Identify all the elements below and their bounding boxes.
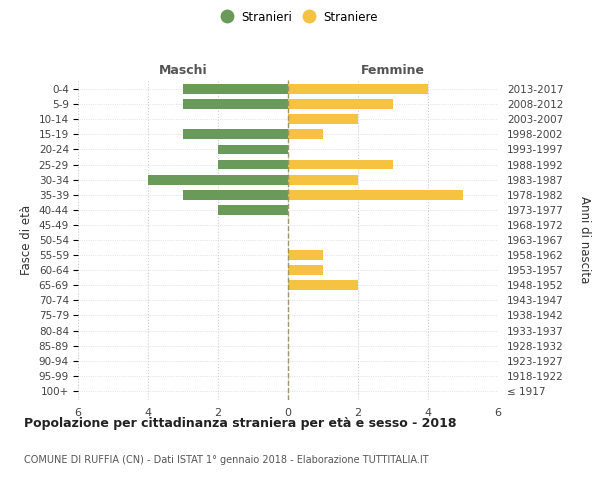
Bar: [288, 174, 358, 184]
Bar: [288, 266, 323, 275]
Bar: [288, 250, 323, 260]
Y-axis label: Fasce di età: Fasce di età: [20, 205, 33, 275]
Bar: [288, 280, 358, 290]
Bar: [288, 190, 463, 200]
Bar: [183, 99, 288, 109]
Bar: [218, 205, 288, 214]
Bar: [288, 99, 393, 109]
Bar: [288, 130, 323, 139]
Bar: [218, 160, 288, 170]
Bar: [288, 160, 393, 170]
Legend: Stranieri, Straniere: Stranieri, Straniere: [218, 6, 382, 28]
Bar: [148, 174, 288, 184]
Bar: [218, 144, 288, 154]
Bar: [183, 130, 288, 139]
Y-axis label: Anni di nascita: Anni di nascita: [578, 196, 590, 284]
Text: Maschi: Maschi: [158, 64, 208, 78]
Text: COMUNE DI RUFFIA (CN) - Dati ISTAT 1° gennaio 2018 - Elaborazione TUTTITALIA.IT: COMUNE DI RUFFIA (CN) - Dati ISTAT 1° ge…: [24, 455, 428, 465]
Bar: [183, 190, 288, 200]
Bar: [288, 84, 428, 94]
Bar: [288, 114, 358, 124]
Text: Femmine: Femmine: [361, 64, 425, 78]
Bar: [183, 84, 288, 94]
Text: Popolazione per cittadinanza straniera per età e sesso - 2018: Popolazione per cittadinanza straniera p…: [24, 418, 457, 430]
